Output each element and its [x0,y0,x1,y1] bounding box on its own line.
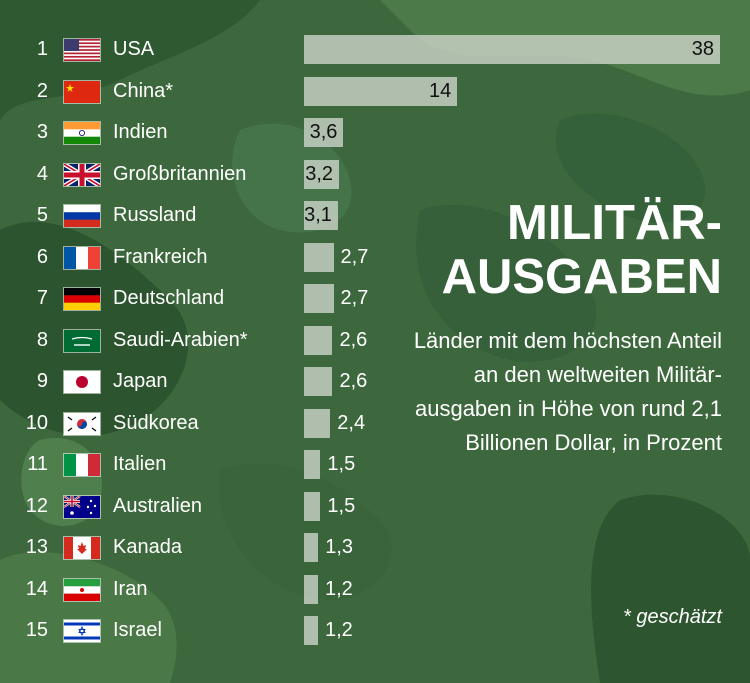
rank-label: 1 [36,38,48,60]
value-label: 38 [691,38,714,60]
value-label: 2,6 [339,328,368,351]
country-label: Saudi-Arabien* [113,328,248,351]
value-label: 2,7 [340,287,369,309]
de-flag-icon [64,288,100,310]
rank-label: 10 [25,411,48,434]
cn-flag-icon [64,80,100,103]
country-label: Kanada [113,536,182,558]
value-label: 1,2 [325,577,353,600]
country-label: Italien [113,453,167,475]
gb-flag-icon [62,161,102,188]
kr-flag-icon [64,412,100,435]
bar [304,491,321,521]
footnote: * geschätzt [623,606,722,628]
value-label: 1,5 [327,453,356,475]
bar-row: 7 Deutschland 2,7 [0,279,750,319]
bar [304,574,318,604]
rank-label: 12 [25,494,48,517]
value-label: 2,4 [337,411,366,434]
rank-label: 13 [25,536,48,558]
rank-label: 11 [27,453,48,475]
bar-row: 6 Frankreich 2,7 [0,238,750,278]
chart-title-line: AUSGABEN [441,250,722,304]
value-label: 1,3 [325,536,354,558]
value-label: 14 [429,79,452,102]
value-label: 1,2 [325,619,353,641]
bar [304,118,344,147]
rank-label: 3 [36,121,48,143]
rank-label: 14 [25,577,48,600]
ir-flag-icon [64,578,100,601]
chart-title-line: MILITÄR- [507,196,722,250]
country-label: Israel [113,619,162,641]
country-label: Iran [113,577,148,600]
rank-label: 15 [25,619,48,641]
bar-row: 3 Indien 3,6 [0,113,750,153]
value-label: 3,6 [309,121,338,143]
bar-row: 12 Australien 1,5 [0,487,750,527]
bar [304,159,340,189]
bar-row: 2 China* 14 [0,72,750,112]
country-label: Südkorea [113,411,199,434]
bar-row: 5 Russland 3,1 [0,196,750,236]
in-flag-icon [64,122,100,144]
bar-row: 1 USA 38 [0,30,750,70]
bar [304,533,319,562]
rank-label: 7 [36,287,48,309]
bar [304,201,338,230]
country-label: Deutschland [113,287,225,309]
country-label: Indien [113,121,168,143]
country-label: Frankreich [113,245,208,268]
value-label: 3,2 [305,162,334,185]
country-label: Großbritannien [113,162,247,185]
bar [304,242,334,272]
value-label: 2,6 [339,370,368,392]
bar-row: 13 Kanada 1,3 [0,528,750,568]
jp-flag-icon [64,371,100,393]
bar [304,76,458,106]
rank-label: 9 [36,370,48,392]
chart-title: MILITÄR- AUSGABEN [442,196,722,304]
value-label: 1,5 [327,494,356,517]
il-flag-icon [64,620,100,642]
bar-row: 9 Japan 2,6 [0,362,750,402]
bar-row: 11 Italien 1,5 [0,445,750,485]
bar [304,35,720,64]
bar-row: 4 Großbritannien 3,2 [0,155,750,195]
bar [304,450,321,479]
bar-row: 15 Israel 1,2 [0,611,750,651]
au-flag-icon [63,494,100,518]
rank-label: 8 [36,328,48,351]
fr-flag-icon [64,246,100,269]
bar [304,325,333,355]
chart-subtitle: Länder mit dem höchsten Anteil an den we… [413,328,722,455]
bar [304,367,333,396]
rank-label: 2 [36,79,48,102]
value-label: 3,1 [304,204,332,226]
country-label: Japan [113,370,168,392]
it-flag-icon [64,454,100,476]
country-label: USA [113,38,155,60]
country-label: Russland [113,204,197,226]
rank-label: 4 [36,162,48,185]
sa-flag-icon [64,329,100,352]
bar [304,616,318,645]
bar-row: 10 Südkorea 2,4 [0,404,750,444]
value-label: 2,7 [340,245,369,268]
ru-flag-icon [64,205,100,227]
bar [304,408,331,438]
country-label: China* [113,79,174,102]
rank-label: 5 [36,204,48,226]
bar-row: 8 Saudi-Arabien* 2,6 [0,321,750,361]
ca-flag-icon [64,537,100,559]
country-label: Australien [113,494,202,517]
us-flag-icon [64,39,100,61]
rank-label: 6 [36,245,48,268]
bar [304,284,334,313]
bar-row: 14 Iran 1,2 [0,570,750,610]
